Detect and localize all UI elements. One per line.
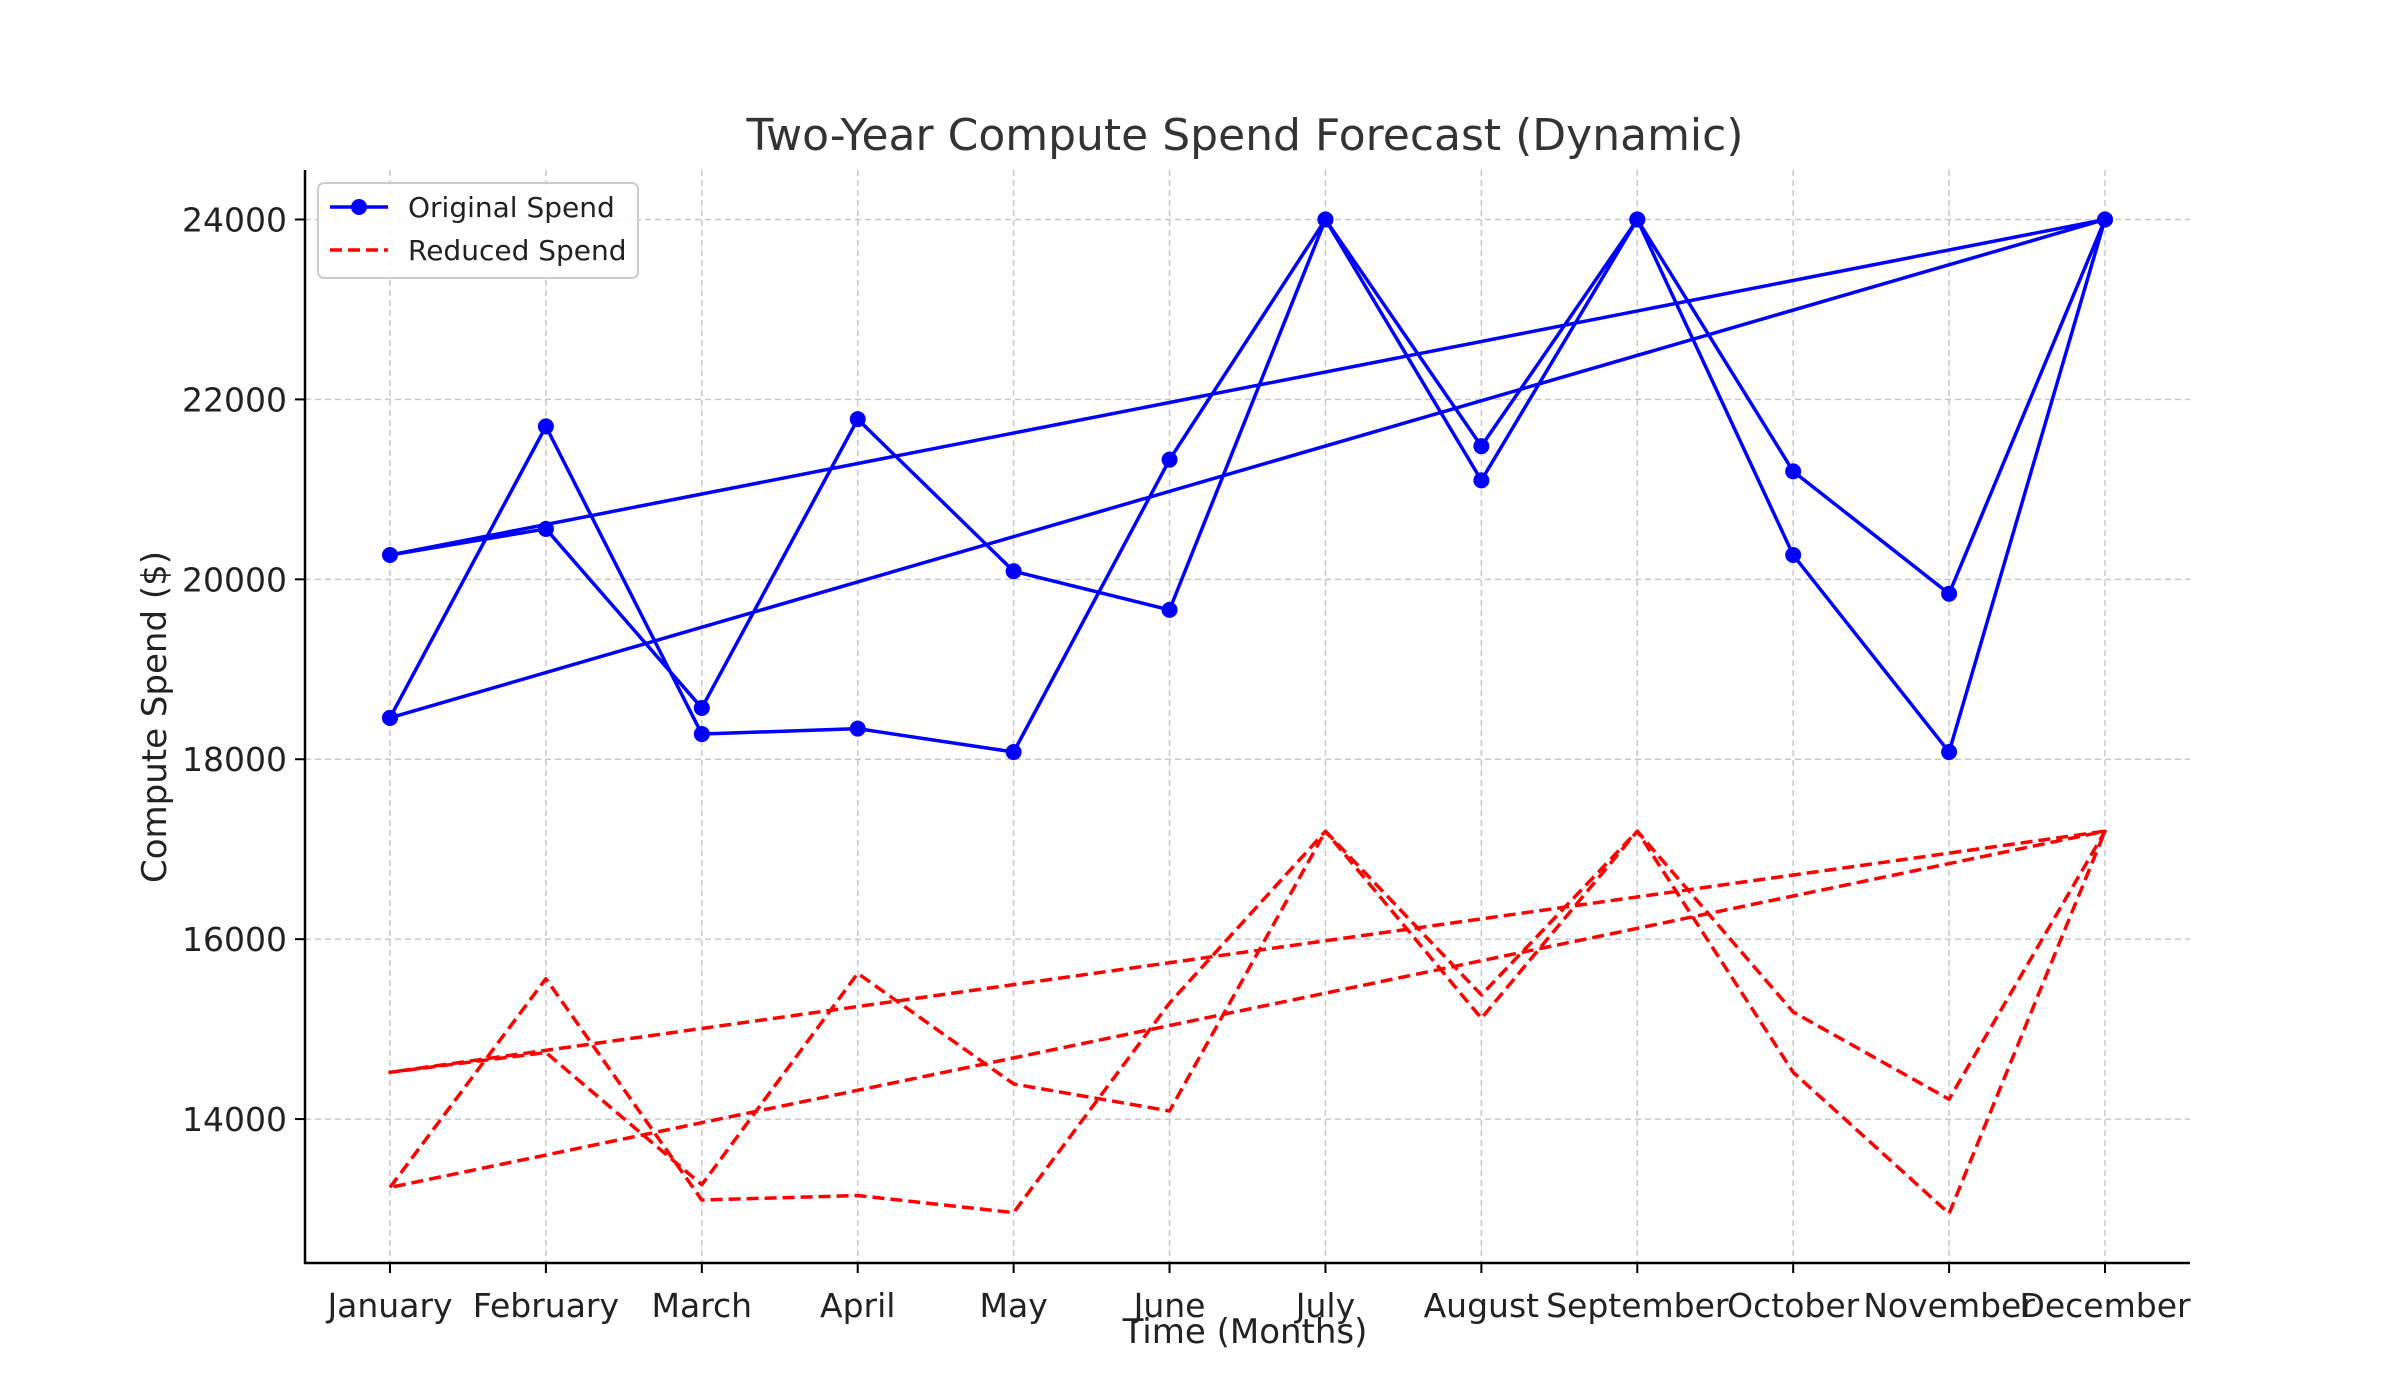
point-original-spend [1161,451,1178,468]
point-original-spend [1317,211,1334,228]
point-original-spend [693,699,710,716]
x-tick-label-february: February [473,1286,619,1325]
legend-marker-original-spend [351,199,367,215]
legend-label-original-spend: Original Spend [408,191,615,224]
x-tick-label-may: May [980,1286,1048,1325]
point-original-spend [2097,211,2113,228]
x-tick-label-april: April [820,1286,895,1325]
x-axis-ticks: January February March April May June July Augu… [325,1263,2191,1325]
point-original-spend [1785,463,1802,480]
gridlines [305,170,2190,1263]
point-original-spend [537,520,554,537]
y-tick-label-18000: 18000 [182,740,287,779]
x-tick-label-september: September [1546,1286,1729,1325]
chart-title: Two-Year Compute Spend Forecast (Dynamic… [745,110,1743,161]
point-original-spend [1785,547,1802,564]
x-tick-label-october: October [1727,1286,1859,1325]
point-original-spend [382,547,398,564]
legend-label-reduced-spend: Reduced Spend [408,234,627,267]
x-tick-label-august: August [1424,1286,1540,1325]
y-tick-label-24000: 24000 [182,200,287,239]
point-original-spend [1005,744,1022,761]
series-line-original-spend [388,217,2107,754]
point-original-spend [382,709,398,726]
point-original-spend [1941,744,1958,761]
legend: Original Spend Reduced Spend [317,182,639,279]
x-tick-label-november: November [1863,1286,2035,1325]
point-original-spend [1473,438,1490,455]
y-axis-ticks: 14000 16000 18000 20000 22000 24000 [182,200,305,1139]
series-markers [382,211,2113,761]
point-original-spend [1005,563,1022,580]
legend-frame [317,182,639,279]
y-tick-label-22000: 22000 [182,380,287,419]
series-line-reduced-spend [388,829,2107,1216]
point-original-spend [1161,601,1178,618]
x-axis-label: Time (Months) [1122,1312,1368,1352]
axis-spines [303,170,2190,1265]
point-original-spend [1473,472,1490,489]
series-lines [388,217,2107,1216]
point-original-spend [537,418,554,435]
y-tick-label-20000: 20000 [182,560,287,599]
x-tick-label-march: March [652,1286,753,1325]
point-original-spend [1941,585,1958,602]
x-tick-label-july: July [1294,1286,1355,1325]
x-tick-label-december: December [2019,1286,2191,1325]
y-tick-label-16000: 16000 [182,920,287,959]
point-original-spend [1629,211,1646,228]
x-tick-label-january: January [325,1286,452,1325]
y-tick-label-14000: 14000 [182,1100,287,1139]
point-original-spend [693,726,710,743]
y-axis-label: Compute Spend ($) [135,551,175,883]
point-original-spend [849,411,866,428]
x-tick-label-june: June [1132,1286,1206,1325]
point-original-spend [849,720,866,737]
